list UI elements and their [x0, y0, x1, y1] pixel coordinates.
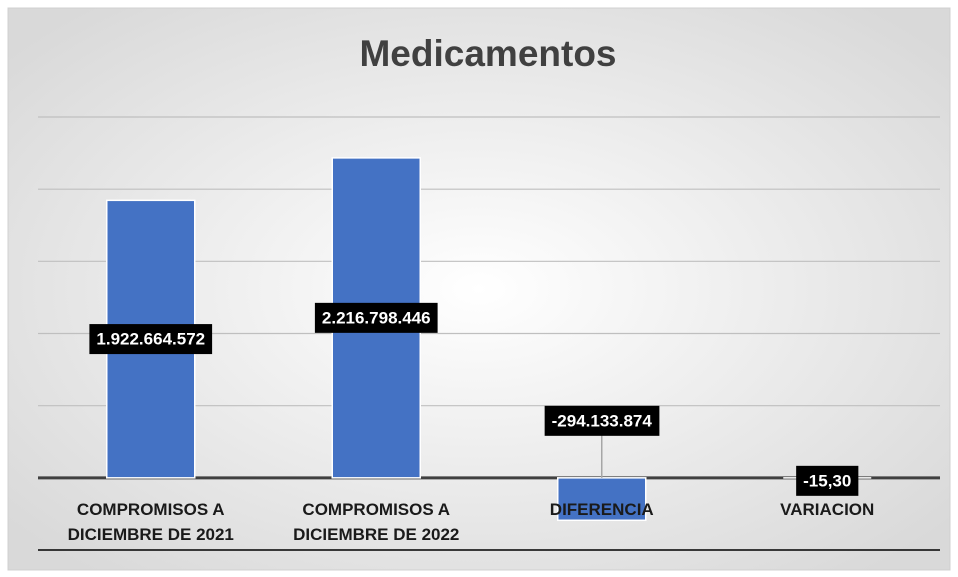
data-label-box [314, 302, 438, 333]
data-label: -15,30 [803, 471, 851, 490]
data-label: -294.133.874 [552, 411, 653, 430]
x-tick-label: VARIACION [780, 500, 875, 519]
x-tick-label: DIFERENCIA [549, 500, 654, 519]
data-label-box [89, 324, 213, 355]
x-tick-label: COMPROMISOS A DICIEMBRE DE 2021 [67, 500, 234, 544]
data-label: 1.922.664.572 [96, 330, 205, 349]
data-label: 2.216.798.446 [322, 308, 431, 327]
bar [557, 477, 647, 522]
chart-title: Medicamentos [359, 33, 616, 74]
data-label-box [796, 465, 859, 496]
x-tick-label: COMPROMISOS A DICIEMBRE DE 2022 [293, 500, 460, 544]
data-label-box [544, 405, 660, 436]
